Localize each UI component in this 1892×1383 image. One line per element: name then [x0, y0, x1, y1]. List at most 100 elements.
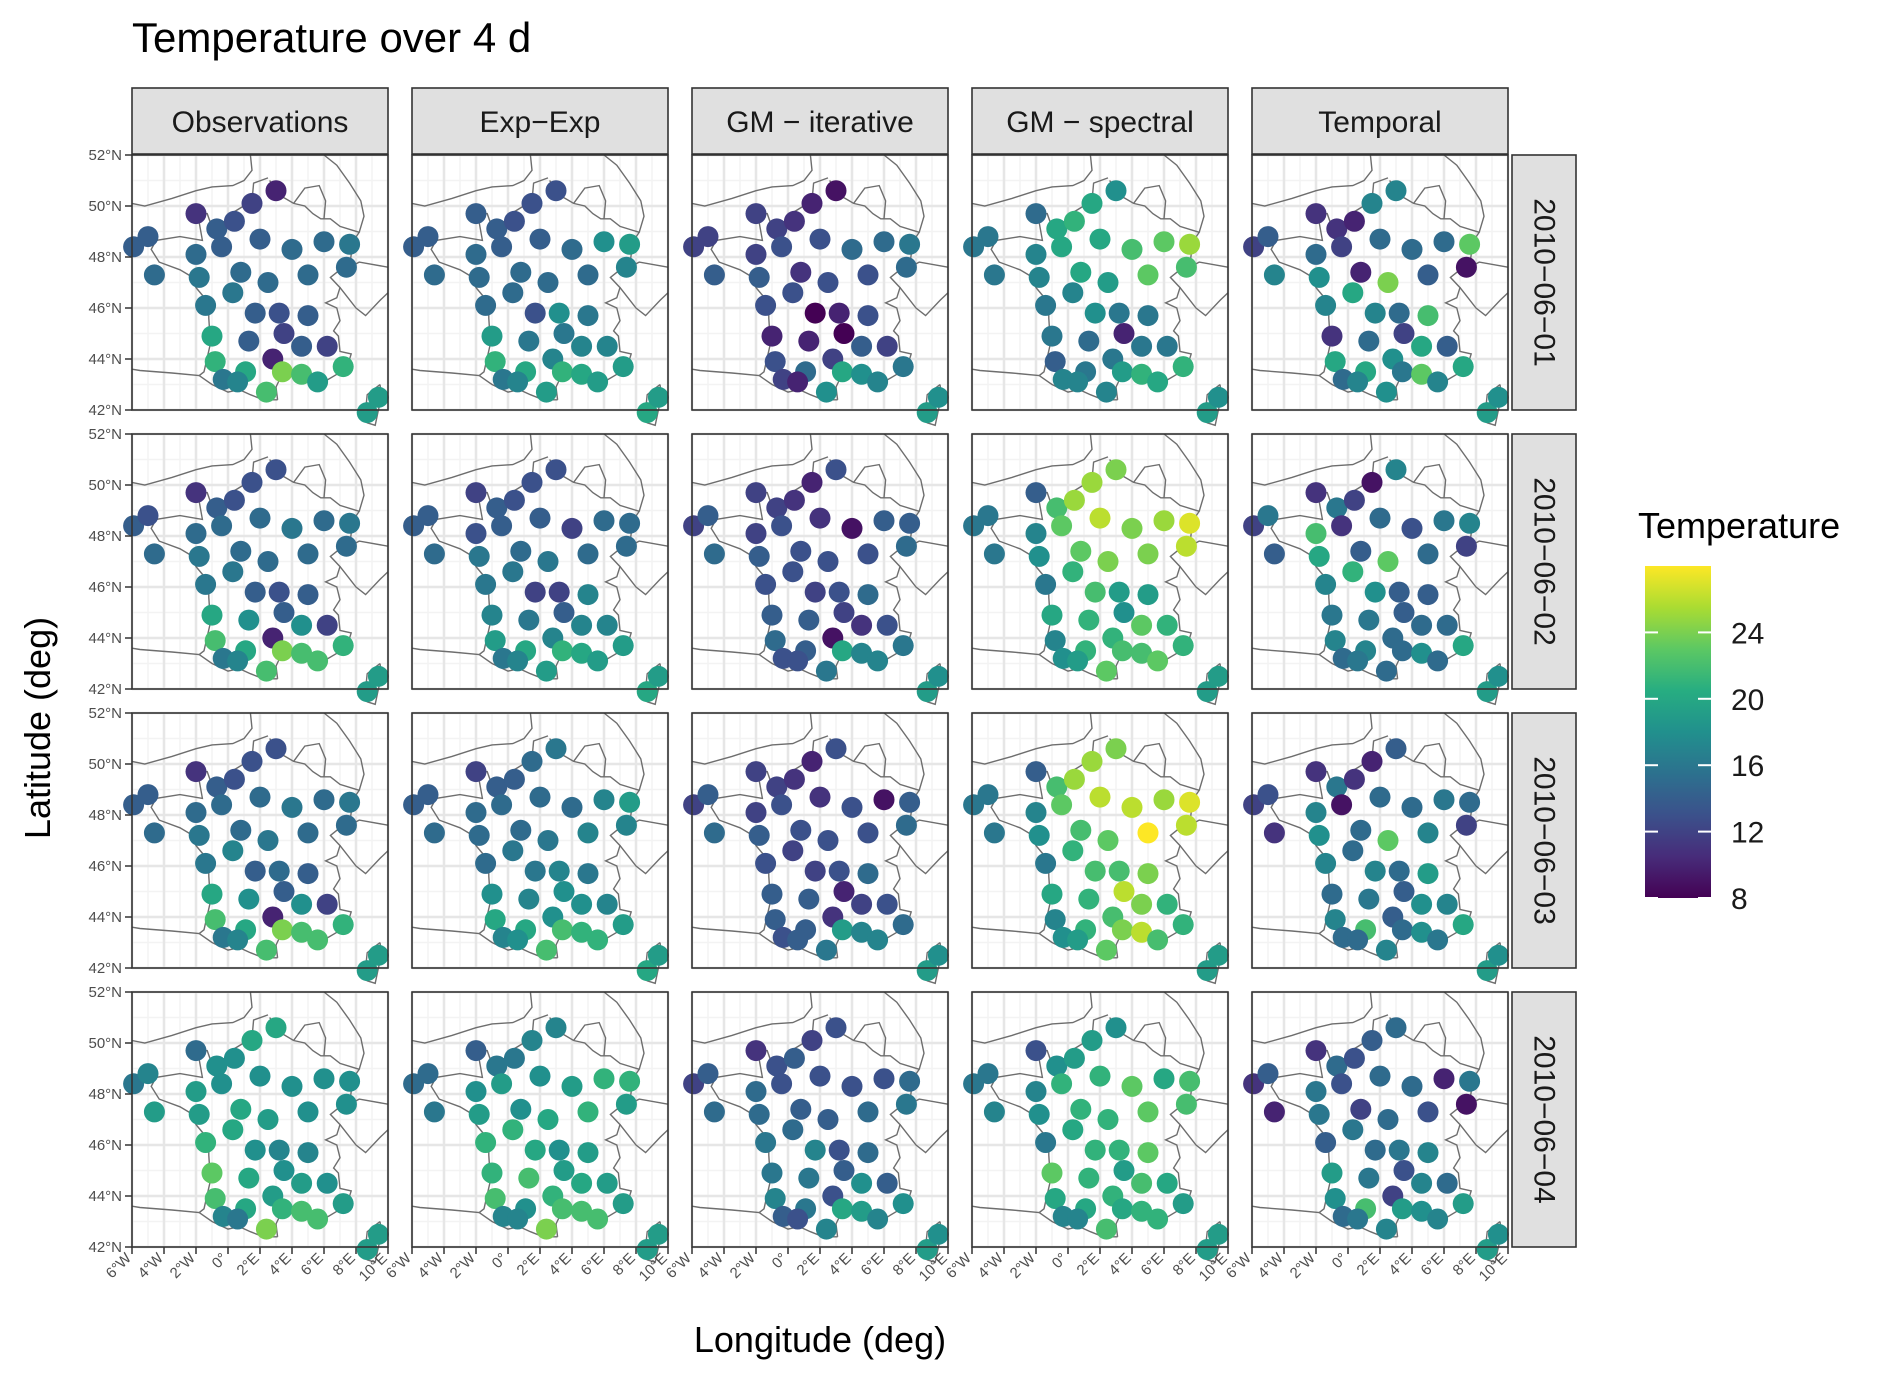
- station-point: [1358, 330, 1380, 352]
- station-point: [535, 939, 557, 961]
- station-point: [273, 1160, 295, 1181]
- station-point: [486, 218, 508, 240]
- station-point: [335, 256, 357, 278]
- station-point: [257, 272, 279, 293]
- station-point: [241, 1030, 263, 1051]
- station-point: [833, 602, 855, 623]
- station-point: [571, 921, 593, 943]
- station-point: [619, 791, 641, 813]
- station-point: [510, 1098, 532, 1120]
- facet-panel: 6°W 4°W 2°W 0° 2°E 4°E 6°E 8°E10°E: [943, 990, 1231, 1285]
- station-point: [244, 581, 266, 603]
- column-strip-label: Exp−Exp: [480, 106, 601, 139]
- station-point: [1137, 863, 1159, 885]
- station-point: [977, 784, 999, 806]
- column-strip: [411, 87, 669, 155]
- station-point: [1385, 738, 1407, 760]
- station-point: [244, 860, 266, 882]
- station-point: [815, 1218, 837, 1240]
- map-boundary: [853, 1021, 887, 1056]
- station-point: [297, 1101, 319, 1123]
- station-point: [1257, 784, 1279, 806]
- station-point: [1172, 635, 1194, 657]
- station-point: [137, 226, 159, 248]
- station-point: [297, 305, 319, 327]
- station-point: [798, 330, 820, 352]
- station-point: [1411, 893, 1433, 915]
- station-point: [782, 840, 804, 862]
- station-point: [1343, 210, 1365, 232]
- station-point: [790, 1098, 812, 1120]
- station-point: [857, 863, 879, 885]
- station-point: [1137, 1101, 1159, 1123]
- map-boundary: [339, 287, 389, 317]
- station-point: [468, 266, 490, 288]
- station-point: [332, 356, 354, 378]
- station-point: [851, 1200, 873, 1222]
- station-point: [521, 1030, 543, 1051]
- station-point: [339, 791, 361, 813]
- station-point: [1331, 236, 1353, 258]
- station-point: [211, 794, 233, 816]
- station-point: [195, 852, 217, 874]
- row-strip: [1511, 433, 1577, 690]
- station-point: [766, 1055, 788, 1077]
- station-point: [281, 238, 303, 260]
- station-point: [876, 614, 898, 636]
- station-point: [1147, 650, 1169, 672]
- station-point: [1436, 614, 1458, 636]
- station-point: [491, 1073, 513, 1095]
- station-point: [188, 266, 210, 288]
- facet-panel: [683, 711, 950, 985]
- map-boundary: [619, 287, 669, 317]
- station-point: [271, 1198, 293, 1220]
- map-boundary: [549, 738, 641, 826]
- station-point: [1305, 482, 1327, 504]
- station-point: [748, 1103, 770, 1125]
- facet-panel: [403, 153, 670, 427]
- station-point: [524, 860, 546, 882]
- station-point: [1041, 1162, 1063, 1184]
- station-point: [1070, 540, 1092, 562]
- station-point: [1427, 371, 1449, 393]
- map-boundary: [411, 1205, 480, 1214]
- station-point: [1067, 1208, 1089, 1230]
- station-point: [764, 351, 786, 373]
- station-point: [1137, 264, 1159, 286]
- station-point: [1051, 515, 1073, 537]
- station-point: [1459, 233, 1481, 255]
- station-point: [577, 822, 599, 844]
- station-point: [764, 909, 786, 931]
- station-point: [851, 363, 873, 385]
- station-point: [297, 264, 319, 286]
- station-point: [1113, 1160, 1135, 1181]
- station-point: [1081, 192, 1103, 214]
- station-point: [1331, 515, 1353, 537]
- map-boundary: [131, 926, 200, 935]
- station-point: [537, 830, 559, 851]
- colorbar-tick-label: 12: [1731, 817, 1764, 850]
- station-point: [1078, 1167, 1100, 1189]
- station-point: [748, 545, 770, 567]
- station-point: [1358, 888, 1380, 910]
- map-boundary: [883, 433, 925, 512]
- map-boundary: [691, 368, 760, 377]
- map-boundary: [853, 463, 887, 498]
- station-point: [857, 1101, 879, 1123]
- station-point: [1081, 471, 1103, 493]
- station-point: [484, 1188, 506, 1209]
- station-point: [831, 919, 853, 941]
- map-boundary: [1443, 154, 1485, 233]
- station-point: [1131, 921, 1153, 943]
- station-point: [801, 192, 823, 214]
- map-boundary: [829, 738, 921, 826]
- station-point: [1137, 822, 1159, 844]
- map-boundary: [1251, 433, 1373, 486]
- station-point: [892, 635, 914, 657]
- station-point: [1361, 1030, 1383, 1051]
- station-point: [1411, 1200, 1433, 1222]
- y-tick-label: 44°N: [88, 909, 122, 926]
- station-point: [465, 1081, 487, 1102]
- station-point: [548, 860, 570, 882]
- station-point: [1364, 302, 1386, 324]
